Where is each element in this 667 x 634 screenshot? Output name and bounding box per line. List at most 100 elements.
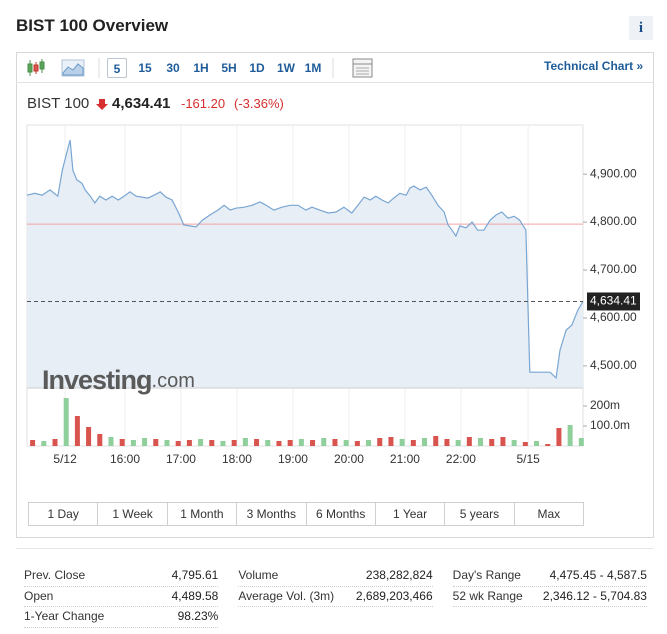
- volume-bar: [198, 439, 204, 446]
- volume-bar: [41, 441, 47, 446]
- stat-value: 2,346.12 - 5,704.83: [542, 588, 647, 603]
- stats-row: Prev. Close 4,795.61: [24, 566, 219, 587]
- x-tick-label: 21:00: [390, 452, 420, 466]
- volume-bar: [321, 438, 327, 446]
- volume-bar: [209, 440, 215, 446]
- volume-bar: [545, 444, 551, 446]
- chart-panel: [16, 52, 654, 538]
- candlestick-icon[interactable]: [27, 59, 45, 76]
- volume-bar: [410, 440, 416, 446]
- y-tick-label: 4,700.00: [590, 262, 637, 276]
- table-icon[interactable]: [350, 56, 376, 80]
- toolbar-divider: [16, 82, 654, 83]
- technical-chart-link[interactable]: Technical Chart »: [544, 59, 644, 73]
- volume-bar: [500, 437, 506, 446]
- volume-bar: [489, 439, 495, 446]
- stats-row: Average Vol. (3m) 2,689,203,466: [238, 587, 433, 607]
- stat-label: 1-Year Change: [24, 609, 105, 623]
- interval-button[interactable]: 5H: [221, 61, 237, 75]
- interval-button[interactable]: 1H: [193, 61, 209, 75]
- y-tick-label: 4,500.00: [590, 358, 637, 372]
- chart: 5/12 16:00 17:00 18:00 19:00 20:00 21:00 22:00 5…: [26, 124, 640, 466]
- volume-bar: [522, 442, 528, 446]
- x-tick-label: 22:00: [446, 452, 476, 466]
- stat-value: 98.23%: [177, 609, 219, 623]
- volume-bar: [310, 440, 316, 446]
- interval-button[interactable]: 1M: [304, 61, 322, 75]
- x-tick-label: 17:00: [166, 452, 196, 466]
- stat-value: 238,282,824: [365, 568, 433, 582]
- watermark-suffix: .com: [152, 370, 195, 392]
- interval-button[interactable]: 30: [166, 61, 180, 75]
- area-fill: [27, 140, 583, 388]
- range-selector: 1 Day 1 Week 1 Month 3 Months 6 Months 1 Year…: [28, 502, 584, 526]
- x-tick-label: 19:00: [278, 452, 308, 466]
- volume-bar: [343, 440, 349, 446]
- area-chart-icon[interactable]: [61, 59, 85, 77]
- quote-price: 4,634.41: [112, 95, 171, 112]
- volume-bar: [298, 439, 304, 446]
- volume-bar: [52, 439, 58, 446]
- info-button[interactable]: i: [629, 16, 653, 40]
- volume-bar: [377, 438, 383, 446]
- volume-bar: [478, 438, 484, 446]
- volume-bar: [388, 437, 394, 446]
- y-tick-label: 4,600.00: [590, 310, 637, 324]
- volume-bar: [74, 416, 80, 446]
- interval-button[interactable]: 1W: [277, 61, 295, 75]
- stat-value: 4,489.58: [171, 588, 219, 603]
- y-tick-label: 100.0m: [590, 418, 630, 432]
- volume-bar: [30, 440, 36, 446]
- interval-button[interactable]: 1D: [249, 61, 265, 75]
- stat-label: Day's Range: [452, 568, 521, 582]
- x-tick-label: 16:00: [110, 452, 140, 466]
- stats-row: Day's Range 4,475.45 - 4,587.5: [452, 566, 647, 587]
- range-button[interactable]: 6 Months: [307, 503, 376, 525]
- page-title: BIST 100 Overview: [16, 16, 169, 35]
- volume-bar: [366, 440, 372, 446]
- volume-bar: [242, 438, 248, 446]
- volume-bar: [466, 437, 472, 446]
- stats-row: 1-Year Change 98.23%: [24, 607, 219, 628]
- range-button[interactable]: 1 Day: [29, 503, 99, 525]
- range-button[interactable]: 3 Months: [237, 503, 307, 525]
- volume-bar: [534, 441, 540, 446]
- stat-label: Volume: [238, 568, 279, 582]
- volume-bar: [231, 440, 237, 446]
- volume-bar: [332, 439, 338, 446]
- interval-button[interactable]: 15: [138, 61, 152, 75]
- range-button[interactable]: 1 Year: [376, 503, 446, 525]
- volume-bar: [399, 439, 405, 446]
- last-price-box: [587, 292, 640, 311]
- volume-bar: [86, 427, 92, 446]
- stat-value: 4,795.61: [171, 568, 219, 582]
- interval-button[interactable]: 5: [107, 58, 127, 78]
- stat-label: Open: [24, 588, 54, 603]
- x-tick-label: 20:00: [334, 452, 364, 466]
- volume-bar: [567, 425, 573, 446]
- range-button[interactable]: 5 years: [445, 503, 515, 525]
- stats-table: Prev. Close 4,795.61 Open 4,489.58 1-Year Ch…: [24, 566, 647, 628]
- volume-bar: [265, 440, 271, 446]
- watermark-brand: Investing: [42, 365, 152, 395]
- volume-bar: [287, 440, 293, 446]
- range-button[interactable]: Max: [537, 507, 561, 521]
- volume-bar: [254, 439, 260, 446]
- volume-bar: [556, 428, 562, 446]
- volume-bar: [119, 439, 125, 446]
- down-arrow-icon: [96, 99, 108, 110]
- stats-row: Volume 238,282,824: [238, 566, 433, 587]
- range-button[interactable]: 1 Week: [98, 503, 168, 525]
- stats-divider: [16, 548, 654, 549]
- volume-bar: [455, 440, 461, 446]
- volume-bar: [153, 439, 159, 446]
- volume-bar: [354, 441, 360, 446]
- quote-change: -161.20: [181, 96, 226, 111]
- stats-column: Prev. Close 4,795.61 Open 4,489.58 1-Year Ch…: [24, 566, 219, 628]
- volume-bar: [63, 398, 69, 446]
- volume-bar: [422, 438, 428, 446]
- y-tick-label: 4,800.00: [590, 214, 637, 228]
- range-button[interactable]: 1 Month: [168, 503, 238, 525]
- y-tick-label: 200m: [590, 398, 620, 412]
- quote-name: BIST 100: [27, 95, 90, 112]
